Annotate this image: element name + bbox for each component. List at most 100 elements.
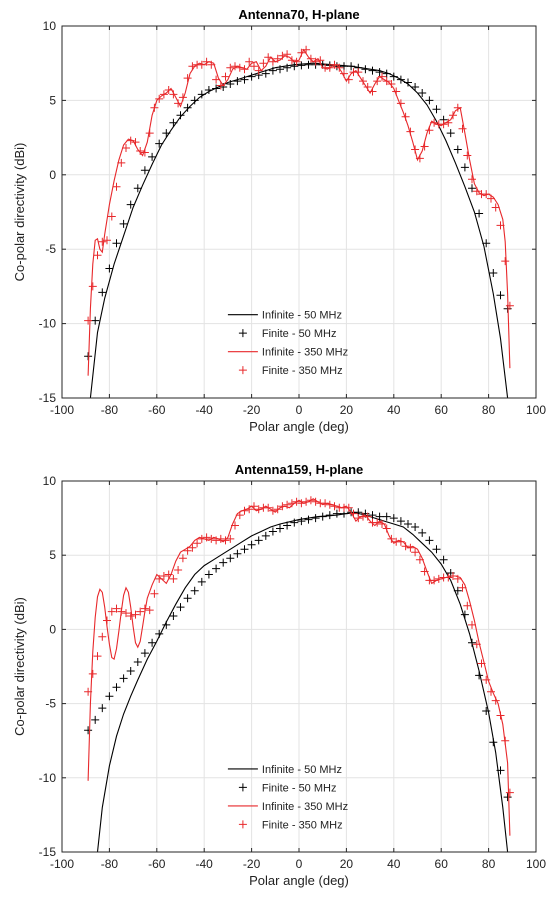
data-point xyxy=(207,60,216,69)
data-point xyxy=(107,607,116,616)
data-point xyxy=(430,576,439,585)
data-point xyxy=(344,75,353,84)
data-point xyxy=(148,152,157,161)
data-point xyxy=(202,57,211,66)
data-point xyxy=(183,594,192,603)
data-point xyxy=(150,589,159,598)
data-point xyxy=(233,549,242,558)
y-tick-label: 5 xyxy=(49,93,56,107)
data-point xyxy=(411,83,420,91)
data-point xyxy=(434,574,443,583)
data-point xyxy=(432,105,441,114)
data-point xyxy=(468,638,476,647)
data-point xyxy=(126,200,135,209)
data-point xyxy=(297,48,306,57)
data-point xyxy=(183,74,192,83)
y-tick-label: 0 xyxy=(49,168,56,182)
data-point xyxy=(245,505,254,514)
data-point xyxy=(216,534,225,543)
data-point xyxy=(468,620,476,629)
chart-panel-2: -100 -80 -60 -40 -20 0 20 40 60 80 100 -15 -10 -5 0 5 10… xyxy=(12,462,546,888)
data-point xyxy=(325,511,334,520)
data-point xyxy=(340,69,348,78)
data-point xyxy=(112,683,121,692)
x-tick-label: 80 xyxy=(482,857,496,871)
data-point xyxy=(425,96,434,105)
data-point xyxy=(254,536,263,545)
data-point xyxy=(197,90,206,99)
legend-entry: Finite - 350 MHz xyxy=(262,819,343,831)
y-tick-label: -5 xyxy=(45,697,56,711)
chart-title: Antenna70, H-plane xyxy=(238,7,359,22)
data-point xyxy=(268,66,277,75)
data-point xyxy=(302,497,311,506)
data-point xyxy=(354,68,363,77)
data-point xyxy=(311,514,320,523)
data-point xyxy=(162,620,171,629)
x-tick-label: -60 xyxy=(148,403,166,417)
data-point xyxy=(178,554,187,563)
data-point xyxy=(131,610,140,619)
data-point xyxy=(204,570,213,579)
data-point xyxy=(112,239,121,248)
data-point xyxy=(155,94,164,103)
data-point xyxy=(283,500,292,509)
data-point xyxy=(119,674,128,683)
data-point xyxy=(297,517,306,526)
data-point xyxy=(268,527,277,536)
chart-title: Antenna159, H-plane xyxy=(235,462,364,477)
data-point xyxy=(373,518,382,527)
data-point xyxy=(268,506,277,515)
data-point xyxy=(216,81,225,90)
data-point xyxy=(140,148,149,157)
data-point xyxy=(316,56,325,65)
data-point xyxy=(140,166,149,175)
data-point xyxy=(112,604,121,613)
data-point xyxy=(332,509,341,518)
x-tick-label: 100 xyxy=(526,403,546,417)
series-markers-finite-50-mhz xyxy=(84,508,512,802)
data-point xyxy=(472,640,481,649)
data-point xyxy=(254,505,263,514)
legend-marker-swatch xyxy=(238,820,247,829)
x-tick-label: -80 xyxy=(101,857,119,871)
data-point xyxy=(411,145,420,154)
data-point xyxy=(169,118,178,127)
data-point xyxy=(361,65,370,74)
data-point xyxy=(126,612,135,620)
data-point xyxy=(93,251,102,260)
data-point xyxy=(354,514,363,523)
data-point xyxy=(505,301,514,310)
data-point xyxy=(140,604,149,613)
y-axis-label: Co-polar directivity (dBi) xyxy=(12,597,27,736)
data-point xyxy=(449,572,457,580)
data-point xyxy=(487,687,495,696)
legend-entry: Infinite - 350 MHz xyxy=(262,801,348,813)
y-tick-label: -10 xyxy=(39,771,57,785)
data-point xyxy=(112,182,121,191)
data-point xyxy=(88,282,97,291)
data-point xyxy=(240,545,249,554)
data-point xyxy=(247,540,256,549)
data-point xyxy=(136,607,145,616)
data-point xyxy=(468,184,476,193)
x-tick-label: -40 xyxy=(196,857,214,871)
data-point xyxy=(292,57,301,66)
data-point xyxy=(482,675,491,684)
data-point xyxy=(449,111,457,120)
series-line-infinite-350-mhz xyxy=(87,498,511,836)
data-point xyxy=(439,555,448,564)
data-point xyxy=(382,77,391,86)
data-point xyxy=(226,554,235,563)
data-point xyxy=(159,572,168,580)
data-point xyxy=(155,629,164,638)
data-point xyxy=(233,77,242,86)
data-point xyxy=(325,63,334,72)
x-tick-label: 20 xyxy=(340,403,354,417)
data-point xyxy=(491,696,500,705)
data-point xyxy=(88,669,97,678)
data-point xyxy=(458,124,467,133)
x-tick-label: -100 xyxy=(50,857,74,871)
data-point xyxy=(404,78,412,87)
